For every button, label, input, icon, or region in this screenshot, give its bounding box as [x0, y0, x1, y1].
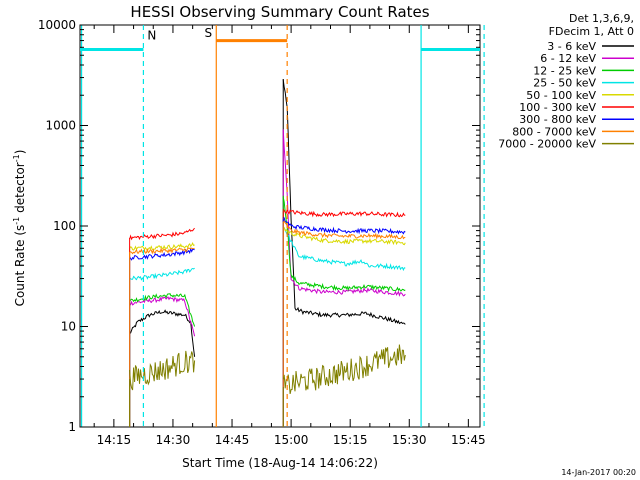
legend-label: 7000 - 20000 keV — [498, 138, 596, 151]
series-line — [129, 267, 195, 281]
series-line — [129, 242, 195, 251]
legend-header-1: Det 1,3,6,9, — [569, 12, 634, 25]
series-line — [282, 344, 406, 395]
chart-title: HESSI Observing Summary Count Rates — [130, 3, 429, 21]
x-axis-label: Start Time (18-Aug-14 14:06:22) — [182, 456, 378, 470]
legend-header-2: FDecim 1, Att 0 — [549, 25, 634, 38]
y-label-part-2: detector — [13, 162, 27, 217]
series-line — [282, 129, 406, 297]
y-label-part-1: Count Rate (s — [13, 225, 27, 307]
y-tick-label: 10000 — [38, 18, 76, 32]
series-line — [283, 217, 406, 235]
y-tick-label: 10 — [61, 320, 76, 334]
y-label-part-3: ) — [13, 150, 27, 155]
series-7000_20000keV — [129, 344, 406, 427]
legend-label: 6 - 12 keV — [540, 52, 596, 65]
series-3_6keV — [129, 79, 406, 427]
y-axis-label: Count Rate (s-1 detector-1) — [12, 150, 27, 307]
series-line — [129, 296, 196, 337]
x-tick-label: 15:30 — [392, 433, 427, 447]
series-line — [282, 220, 406, 240]
series-line — [282, 208, 406, 218]
annotation-s: S — [204, 26, 212, 40]
series-50_100keV — [129, 226, 406, 427]
x-tick-label: 15:00 — [274, 433, 309, 447]
legend-label: 300 - 800 keV — [519, 113, 596, 126]
series-line — [129, 227, 195, 241]
x-tick-label: 14:30 — [156, 433, 191, 447]
legend-label: 800 - 7000 keV — [512, 125, 596, 138]
x-tick-label: 15:15 — [333, 433, 368, 447]
series-line — [129, 246, 195, 255]
series-800_7000keV — [129, 220, 406, 427]
annotation-n: N — [147, 28, 156, 42]
series-line — [129, 309, 196, 357]
series-line — [282, 226, 406, 246]
x-tick-label: 15:45 — [451, 433, 486, 447]
x-tick-label: 14:45 — [215, 433, 250, 447]
y-label-sup-1: -1 — [12, 217, 21, 225]
x-tick-label: 14:15 — [97, 433, 132, 447]
y-tick-label: 100 — [53, 219, 76, 233]
legend-label: 25 - 50 keV — [533, 77, 596, 90]
legend-label: 3 - 6 keV — [547, 40, 596, 53]
legend: Det 1,3,6,9, FDecim 1, Att 0 3 - 6 keV6 … — [498, 12, 634, 151]
series-layer — [129, 79, 406, 427]
series-line — [129, 247, 195, 261]
y-axis: 1 10 100 1000 10000 — [38, 18, 480, 434]
legend-label: 100 - 300 keV — [519, 101, 596, 114]
series-line — [282, 79, 406, 325]
series-line — [282, 197, 406, 293]
series-line — [129, 293, 196, 327]
timestamp: 14-Jan-2017 00:20 — [561, 468, 636, 477]
series-line — [283, 227, 406, 272]
series-6_12keV — [129, 129, 406, 427]
y-tick-label: 1000 — [45, 119, 76, 133]
plot-area — [79, 24, 481, 428]
x-axis: 14:15 14:30 14:45 15:00 15:15 15:30 15:45 — [93, 25, 486, 447]
series-line — [129, 350, 196, 391]
plot-frame — [79, 24, 481, 428]
legend-label: 12 - 25 keV — [533, 64, 596, 77]
y-tick-label: 1 — [68, 420, 76, 434]
legend-label: 50 - 100 keV — [526, 89, 596, 102]
y-label-sup-2: -1 — [12, 154, 21, 162]
